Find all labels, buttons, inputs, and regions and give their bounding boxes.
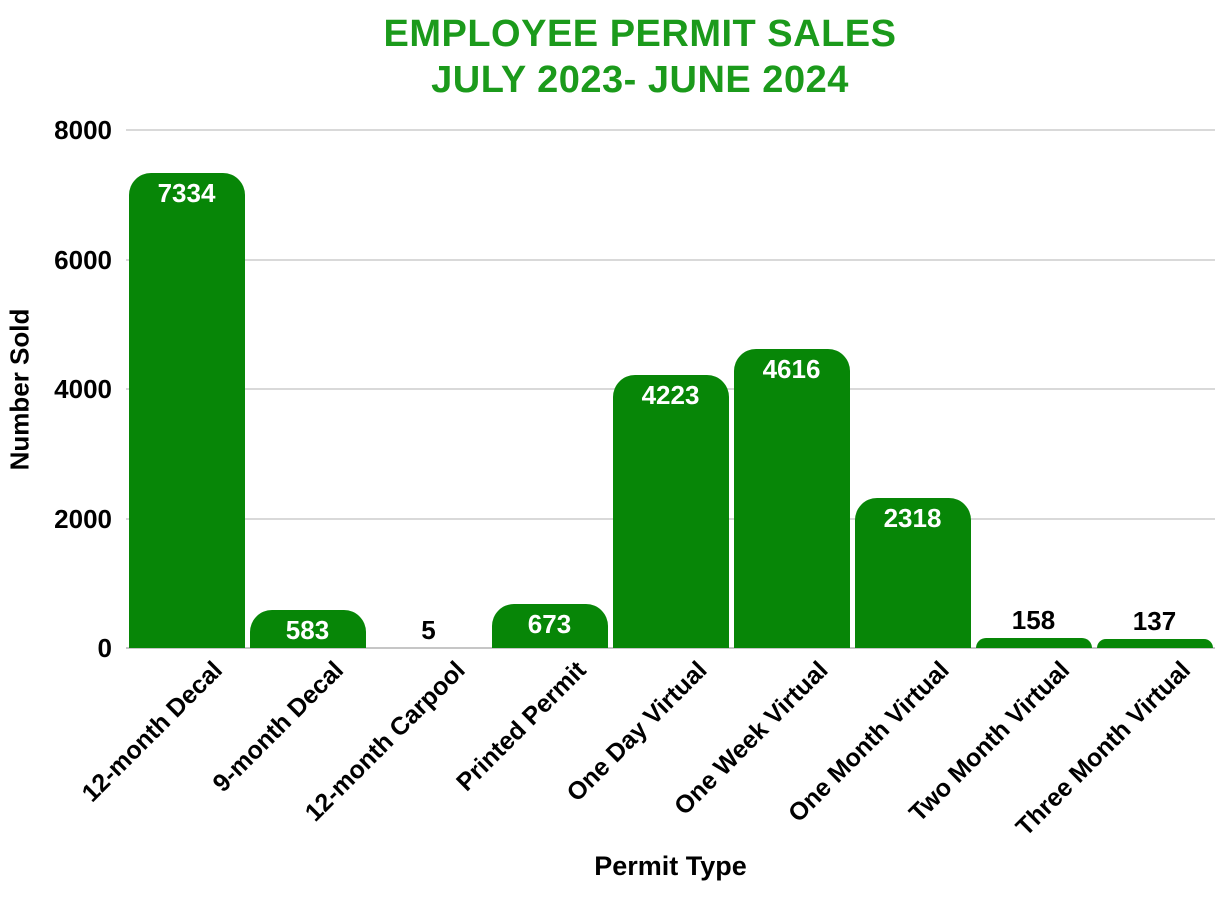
bar (733, 349, 850, 648)
y-tick-label: 2000 (54, 504, 112, 534)
bar-value-label: 7334 (157, 178, 216, 208)
y-tick-label: 6000 (54, 245, 112, 275)
x-axis-title: Permit Type (594, 851, 747, 881)
plot-area: 7334 583 5 673 4223 4616 2318 158 137 (126, 129, 1215, 649)
bar-value-label: 5 (421, 615, 436, 645)
bar-value-label: 673 (527, 609, 572, 639)
chart-title-line1: EMPLOYEE PERMIT SALES (383, 13, 897, 55)
bar (854, 498, 971, 648)
y-tick-label: 8000 (54, 115, 112, 145)
bar-value-label: 583 (285, 615, 330, 645)
bar-value-label: 2318 (883, 503, 942, 533)
y-axis-ticks: 0 2000 4000 6000 8000 (0, 117, 112, 661)
bar (128, 173, 245, 648)
bar (612, 375, 729, 648)
y-tick-label: 0 (97, 633, 112, 663)
bar (1096, 639, 1213, 648)
chart-title: EMPLOYEE PERMIT SALES JULY 2023- JUNE 20… (54, 12, 1226, 103)
chart-title-line2: JULY 2023- JUNE 2024 (431, 58, 849, 101)
gridline (126, 259, 1215, 261)
bar-value-label: 4616 (762, 354, 821, 384)
gridline (126, 129, 1215, 131)
bar-value-label: 158 (1011, 605, 1056, 635)
bar-value-label: 4223 (641, 380, 700, 410)
x-category-label: 12-month Decal (76, 656, 229, 808)
bar (249, 610, 366, 648)
x-axis-baseline (126, 647, 1215, 649)
bar (975, 638, 1092, 648)
y-tick-label: 4000 (54, 374, 112, 404)
bar (491, 604, 608, 648)
bar-value-label: 137 (1132, 606, 1177, 636)
